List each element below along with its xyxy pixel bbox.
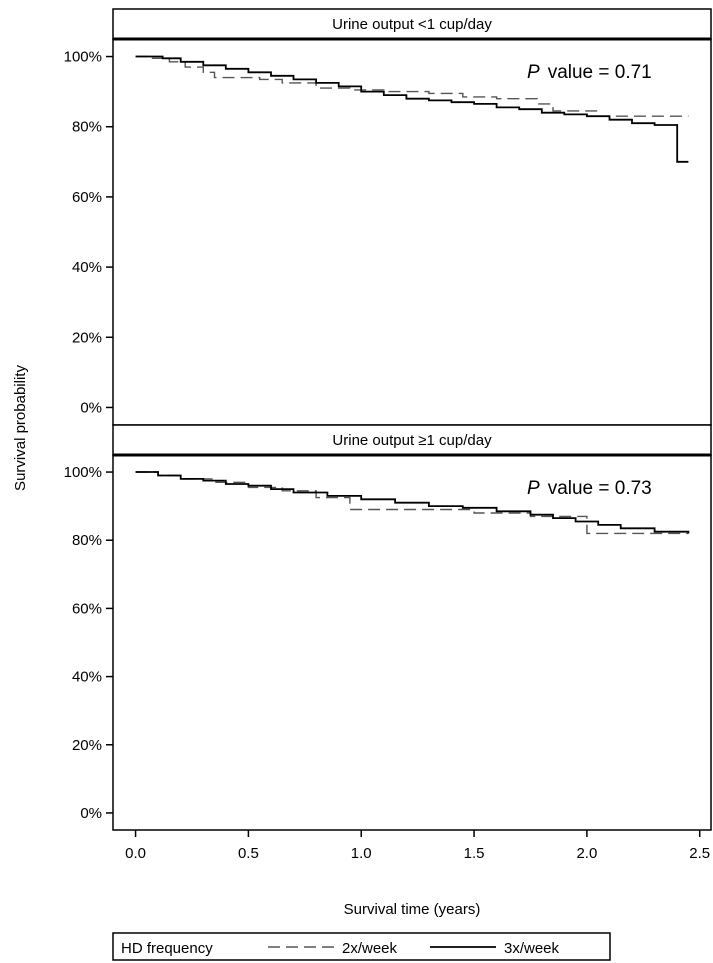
panel-title: Urine output ≥1 cup/day	[332, 432, 492, 449]
panel-1: Urine output <1 cup/day 0% 20% 40% 60% 80% 100…	[64, 8, 712, 426]
series-line-2x-week	[135, 55, 689, 117]
panels-layer: Urine output <1 cup/day 0% 20% 40% 60% 80% 100…	[64, 8, 712, 831]
panel-title: Urine output <1 cup/day	[332, 16, 492, 33]
p-label: P	[527, 62, 540, 83]
y-tick-label: 100%	[64, 464, 102, 481]
y-tick-label: 60%	[72, 189, 102, 206]
y-tick-label: 80%	[72, 532, 102, 549]
y-tick-label: 20%	[72, 737, 102, 754]
legend-entry-label: 3x/week	[504, 940, 560, 957]
series-line-3x-week	[135, 55, 689, 163]
legend: HD frequency 2x/week 3x/week	[112, 932, 611, 961]
legend-title: HD frequency	[121, 940, 213, 957]
x-tick-label: 2.0	[576, 845, 597, 862]
y-tick-label: 0%	[80, 805, 102, 822]
y-tick-label: 40%	[72, 669, 102, 686]
y-tick-label: 40%	[72, 259, 102, 276]
y-axis-title: Survival probability	[12, 365, 29, 491]
series-line-3x-week	[135, 471, 690, 534]
y-tick-label: 100%	[64, 49, 102, 66]
panel-2: Urine output ≥1 cup/day 0% 20% 40% 60% 80% 100…	[64, 424, 712, 831]
y-tick-label: 0%	[80, 399, 102, 416]
plot-frame	[112, 454, 712, 831]
x-tick-label: 1.0	[351, 845, 372, 862]
x-axis-title: Survival time (years)	[344, 901, 481, 918]
legend-box	[112, 932, 611, 961]
x-tick-label: 2.5	[689, 845, 710, 862]
panel-strip	[112, 424, 712, 456]
x-tick-label: 1.5	[464, 845, 485, 862]
panel-strip	[112, 8, 712, 40]
p-label: P	[527, 478, 540, 499]
legend-entry-label: 2x/week	[342, 940, 398, 957]
p-text: value = 0.73	[548, 478, 652, 499]
x-tick-label: 0.0	[125, 845, 146, 862]
y-tick-label: 20%	[72, 329, 102, 346]
x-tick-label: 0.5	[238, 845, 259, 862]
p-text: value = 0.71	[548, 62, 652, 83]
x-axis: 0.0 0.5 1.0 1.5 2.0 2.5	[125, 830, 710, 862]
y-tick-label: 60%	[72, 600, 102, 617]
y-tick-label: 80%	[72, 119, 102, 136]
plot-frame	[112, 38, 712, 426]
